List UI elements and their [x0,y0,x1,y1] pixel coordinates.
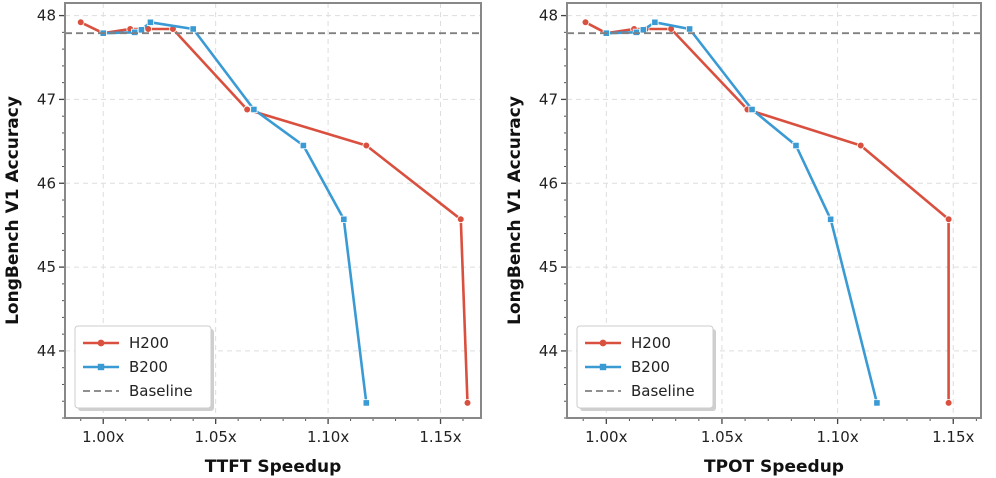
y-tick-label: 48 [37,7,56,25]
y-tick-label: 47 [37,90,56,108]
y-tick-label: 44 [539,342,558,360]
data-point-b200 [146,18,155,26]
data-point-h200 [362,141,371,150]
x-tick-label: 1.10x [307,428,349,446]
chart-panel-1: 1.00x 1.05x 1.10x 1.15x 44 45 46 47 48 TTFT Speed… [3,2,482,477]
data-point-h200 [581,18,590,27]
plot-frame [566,2,982,419]
legend-label-b200: B200 [631,358,670,376]
x-tick-label: 1.05x [701,428,743,446]
data-point-b200 [189,25,197,33]
data-point-b200 [651,18,659,26]
data-point-h200 [456,215,465,224]
legend-label-baseline: Baseline [129,382,193,400]
legend-box [576,325,714,409]
data-point-b200 [792,141,800,150]
data-point-b200 [748,105,756,114]
grid [65,3,481,418]
legend-marker-b200 [97,363,105,371]
data-point-b200 [340,215,348,223]
plot-frame [64,2,482,419]
y-axis-label: LongBench V1 Accuracy [505,96,525,325]
legend-box [74,325,212,409]
legend-label-h200: H200 [631,334,671,352]
legend: H200 B200 Baseline [74,325,214,411]
legend-label-b200: B200 [129,358,168,376]
legend-label-baseline: Baseline [631,382,695,400]
legend: H200 B200 Baseline [576,325,716,411]
data-point-h200 [243,105,251,114]
legend-marker-b200 [599,363,607,371]
y-tick-label: 45 [37,258,56,276]
data-point-h200 [76,18,85,27]
y-tick-label: 46 [37,174,56,192]
y-tick-label: 46 [539,174,558,192]
data-point-b200 [362,399,370,407]
data-point-h200 [463,399,472,407]
x-tick-label: 1.15x [932,428,974,446]
y-tick-label: 44 [37,342,56,360]
x-tick-label: 1.15x [419,428,461,446]
legend-marker-h200 [599,339,607,347]
data-point-b200 [873,399,881,407]
data-point-h200 [944,399,953,407]
y-tick-label: 47 [539,90,558,108]
data-point-h200 [856,141,865,150]
y-axis-label: LongBench V1 Accuracy [3,96,23,325]
x-axis-label: TTFT Speedup [205,457,342,477]
x-tick-label: 1.00x [82,428,124,446]
y-tick-label: 45 [539,258,558,276]
grid [567,3,981,418]
x-tick-label: 1.05x [195,428,237,446]
data-point-b200 [250,105,258,114]
data-point-b200 [299,141,307,150]
x-tick-label: 1.00x [585,428,627,446]
data-point-b200 [827,215,835,223]
data-point-h200 [944,215,953,224]
legend-marker-h200 [97,339,105,347]
legend-label-h200: H200 [129,334,169,352]
x-axis-label: TPOT Speedup [704,457,844,477]
data-point-b200 [137,26,146,34]
data-point-b200 [685,25,694,33]
x-tick-label: 1.10x [816,428,858,446]
data-point-b200 [639,26,647,34]
y-tick-label: 48 [539,7,558,25]
chart-panel-2: 1.00x 1.05x 1.10x 1.15x 44 45 46 47 48 TPOT Speed… [505,2,982,477]
